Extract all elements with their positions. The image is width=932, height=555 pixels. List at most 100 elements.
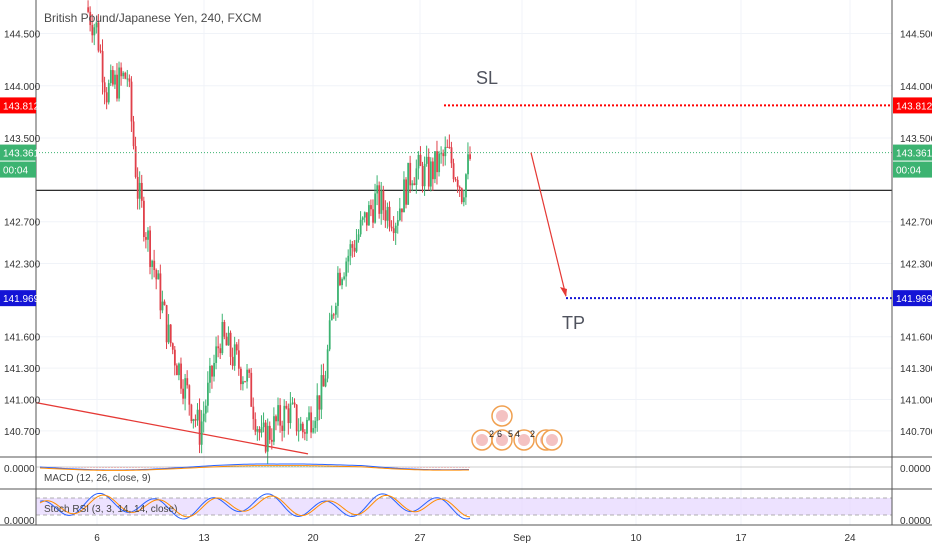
candle-body <box>281 425 284 431</box>
candle-body <box>277 405 279 422</box>
candle-body <box>368 205 370 226</box>
candle-body <box>161 301 164 311</box>
candle-body <box>446 146 449 148</box>
event-count: 2 <box>530 429 535 439</box>
candle-body <box>163 301 166 306</box>
x-tick-label: 13 <box>198 533 210 544</box>
candle-body <box>335 305 337 315</box>
candle-body <box>262 422 265 428</box>
candle-body <box>456 179 459 187</box>
candle-body <box>231 356 234 366</box>
x-tick-label: 6 <box>94 533 100 544</box>
candle-body <box>97 22 100 51</box>
stoch-k-line <box>39 492 471 520</box>
candle-body <box>122 72 125 77</box>
candle-body <box>155 270 158 280</box>
tp-price-badge-bg <box>0 290 36 307</box>
candle-body <box>365 212 368 226</box>
candle-body <box>126 78 129 80</box>
candle-body <box>101 51 104 83</box>
candle-body <box>413 183 416 185</box>
candle-body <box>310 412 313 433</box>
candle-body <box>132 121 135 147</box>
y-tick-label-right: 141.600 <box>900 333 932 344</box>
candle-body <box>337 272 339 306</box>
candle-body <box>169 324 172 344</box>
candle-body <box>167 324 170 343</box>
candle-body <box>149 230 151 267</box>
candle-body <box>343 276 346 280</box>
countdown-badge-bg <box>893 161 932 178</box>
current-price-badge-bg <box>893 144 932 161</box>
candle-body <box>273 416 275 442</box>
stoch-zero-label-right: 0.0000 <box>900 516 931 527</box>
tp-price-badge: 141.969 <box>896 294 932 305</box>
tp-price-badge: 141.969 <box>3 294 40 305</box>
candle-body <box>436 151 438 173</box>
candle-body <box>176 365 178 376</box>
candle-body <box>233 344 236 366</box>
event-count: 5 <box>508 429 513 439</box>
candle-body <box>182 388 185 399</box>
stoch-title: Stoch RSI (3, 3, 14, 14, close) <box>44 504 177 515</box>
countdown-badge: 00:04 <box>3 166 28 177</box>
stoch-zero-label-left: 0.0000 <box>4 516 35 527</box>
candle-body <box>405 179 407 205</box>
candle-body <box>341 279 343 286</box>
sl-price-badge-bg <box>0 97 36 114</box>
candle-body <box>157 273 160 280</box>
candle-body <box>256 429 259 432</box>
y-tick-label-right: 144.000 <box>900 82 932 93</box>
y-tick-label-left: 140.700 <box>4 427 41 438</box>
candle-body <box>326 349 329 379</box>
candle-body <box>244 381 246 383</box>
candle-body <box>151 260 154 267</box>
candle-body <box>289 403 292 424</box>
candle-body <box>95 22 98 28</box>
y-tick-label-left: 143.500 <box>4 134 41 145</box>
candle-body <box>287 408 290 424</box>
candle-body <box>308 412 310 420</box>
candle-body <box>219 348 222 354</box>
y-tick-label-left: 144.500 <box>4 29 41 40</box>
current-price-badge: 143.361 <box>896 149 932 160</box>
candle-body <box>291 402 294 404</box>
candle-body <box>209 365 211 383</box>
candle-body <box>223 322 226 337</box>
candle-body <box>382 190 385 211</box>
chart-title: British Pound/Japanese Yen, 240, FXCM <box>44 11 261 25</box>
current-price-badge: 143.361 <box>3 149 40 160</box>
candle-body <box>120 67 123 77</box>
trendline <box>35 401 309 455</box>
candle-body <box>159 273 162 311</box>
candle-body <box>434 151 436 180</box>
candle-body <box>153 260 156 271</box>
event-flag-icon <box>496 434 508 446</box>
candle-body <box>432 161 434 180</box>
candle-body <box>240 368 242 385</box>
y-tick-label-left: 142.700 <box>4 218 41 229</box>
candle-body <box>417 154 420 169</box>
candle-body <box>386 206 389 221</box>
candle-body <box>357 234 360 240</box>
candle-body <box>116 74 118 99</box>
candle-body <box>361 217 364 220</box>
y-tick-label-left: 144.000 <box>4 82 41 93</box>
candle-body <box>429 161 432 187</box>
candle-body <box>419 154 422 166</box>
candle-body <box>328 320 331 350</box>
candle-body <box>332 314 335 316</box>
candle-body <box>275 416 277 422</box>
y-tick-label-right: 141.000 <box>900 395 932 406</box>
candle-body <box>394 225 397 234</box>
tp-price-badge-bg <box>893 290 932 307</box>
grid <box>36 0 892 525</box>
candle-body <box>351 244 354 248</box>
candle-body <box>306 419 308 434</box>
candle-body <box>339 272 341 286</box>
candle-body <box>136 176 139 199</box>
candle-body <box>299 423 302 431</box>
